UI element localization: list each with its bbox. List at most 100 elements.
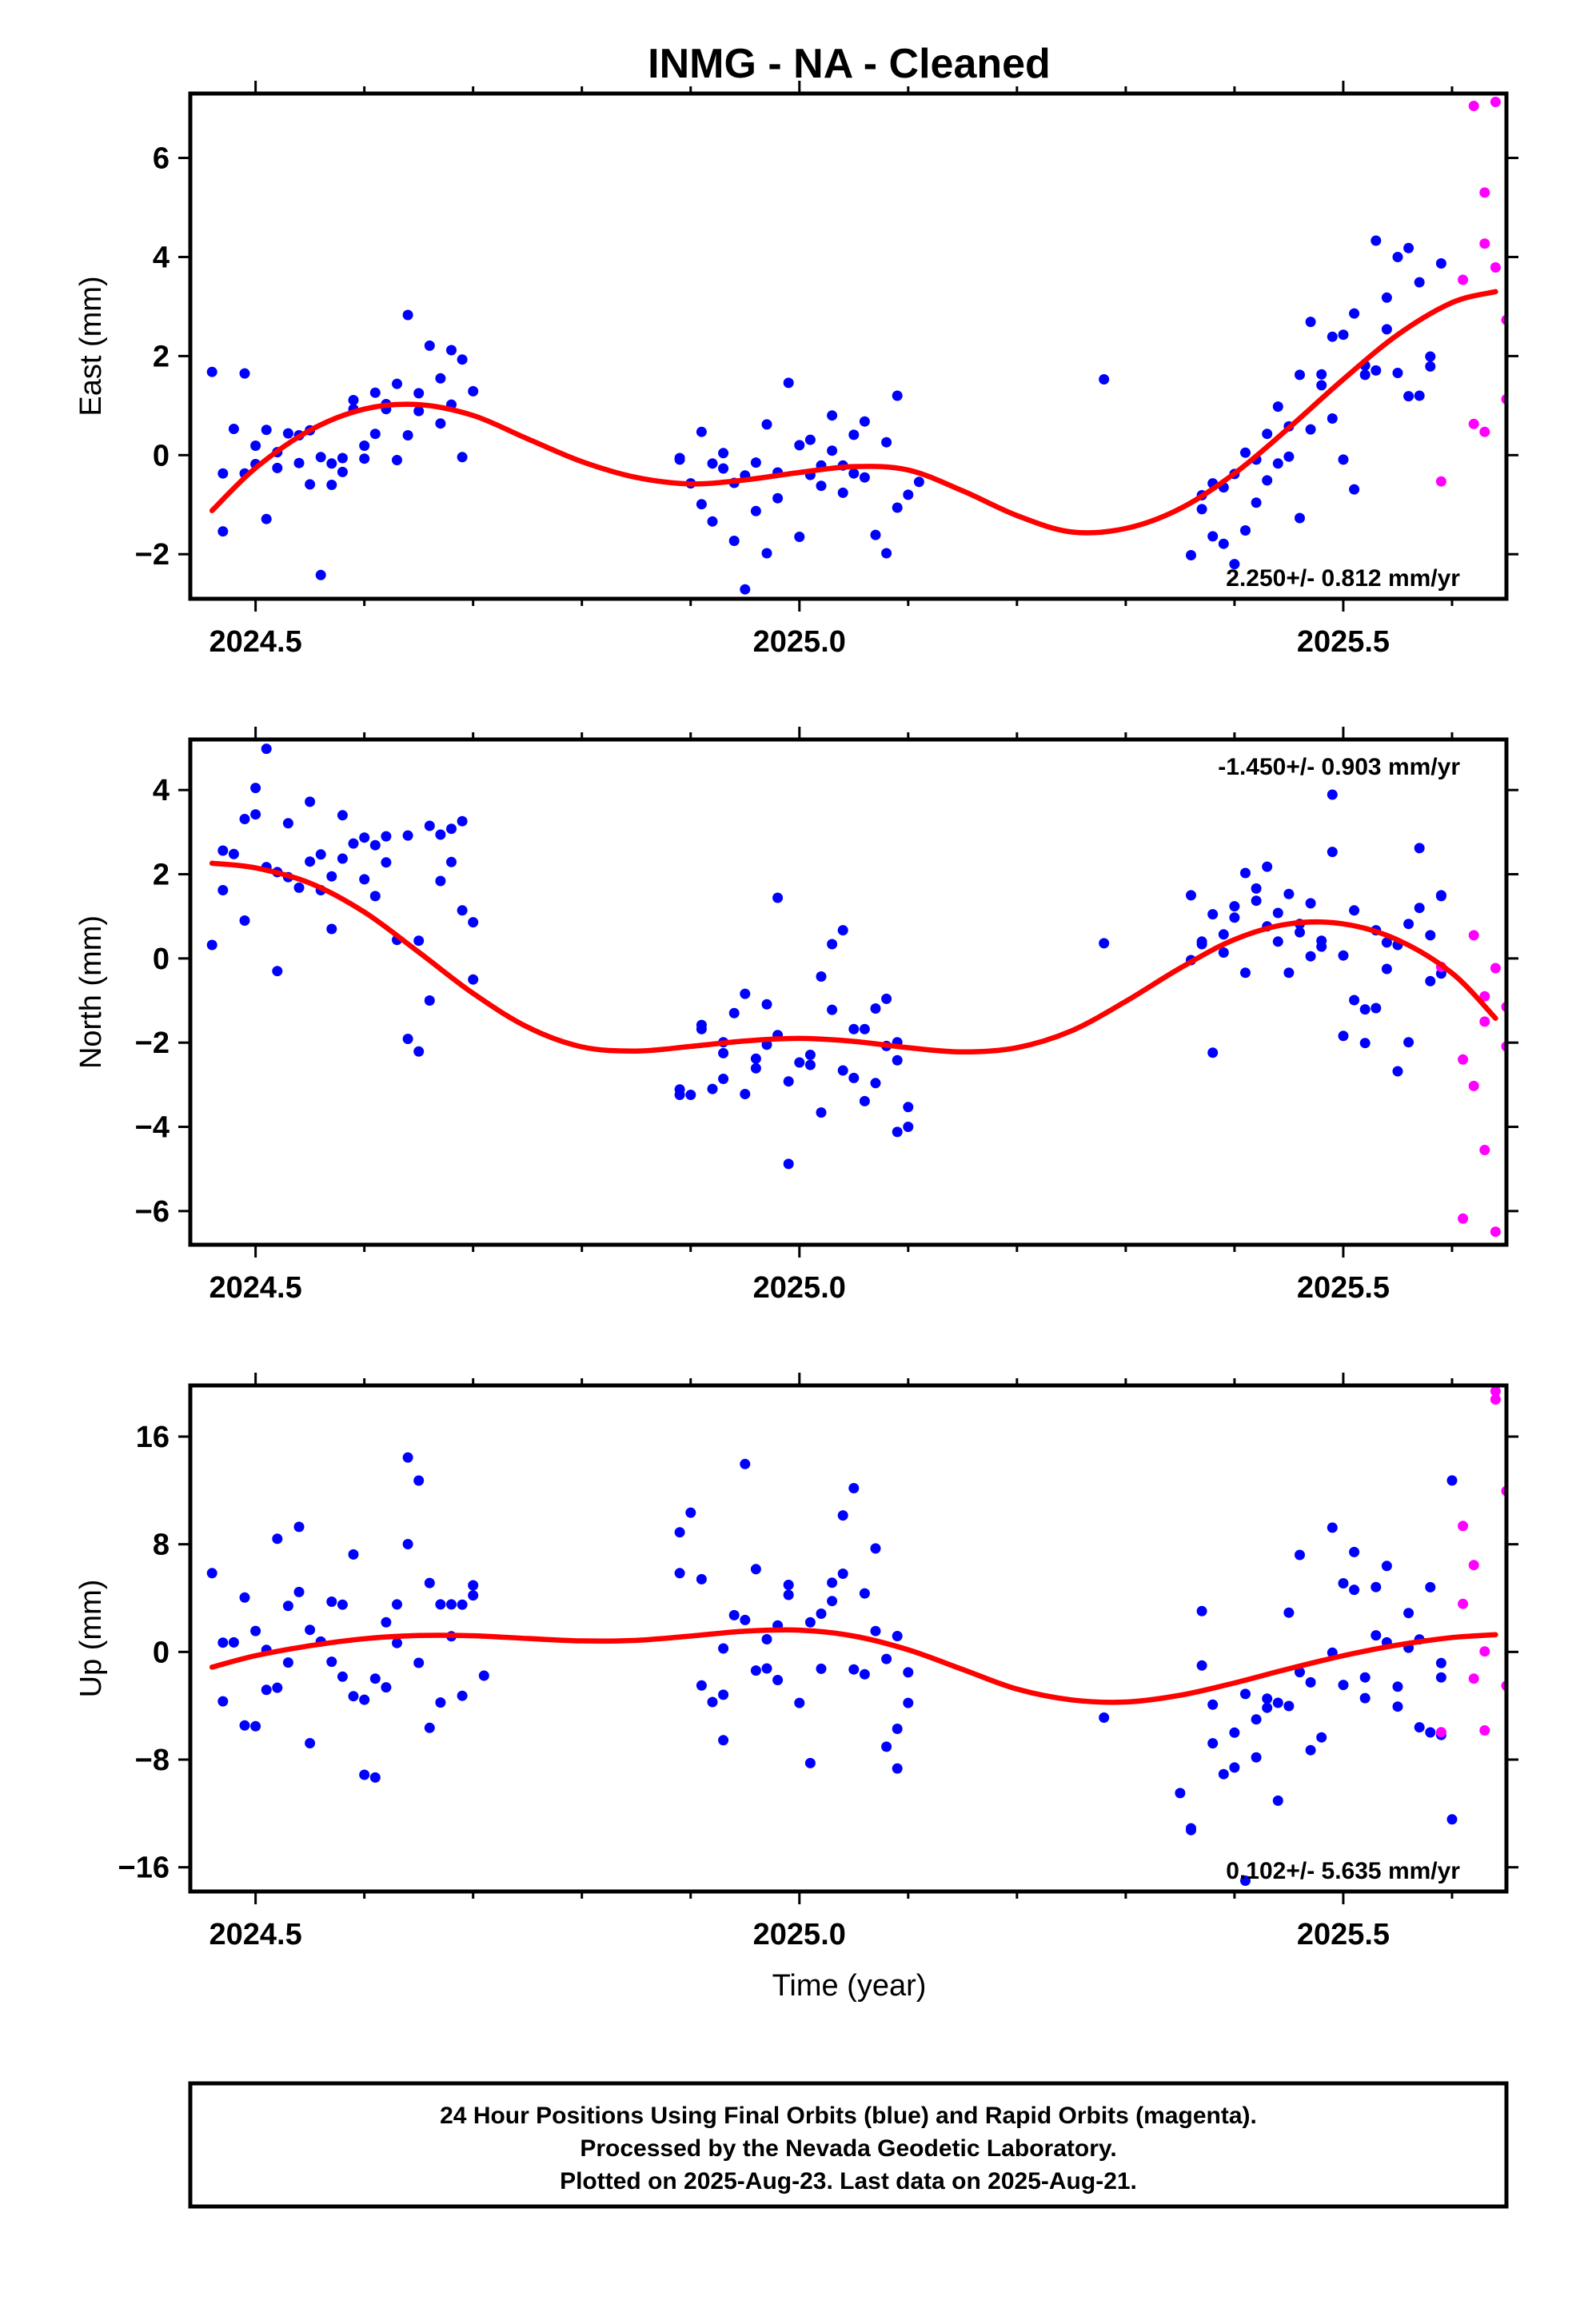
final-orbit-point <box>1392 252 1403 262</box>
y-tick-label: −16 <box>118 1852 170 1885</box>
trend-fit-line <box>209 1627 1498 1705</box>
final-orbit-point <box>1392 1681 1403 1692</box>
footer-line-3: Plotted on 2025-Aug-23. Last data on 202… <box>560 2168 1137 2194</box>
y-tick-label: −8 <box>135 1744 170 1777</box>
y-tick-label: 8 <box>153 1529 170 1562</box>
plot-area <box>206 1385 1522 1886</box>
final-orbit-point <box>239 1720 250 1731</box>
final-orbit-point <box>1196 1660 1207 1671</box>
final-orbit-point <box>1218 1768 1229 1780</box>
final-orbit-point <box>293 882 305 893</box>
final-orbit-point <box>804 1616 816 1628</box>
final-orbit-point <box>816 480 827 492</box>
final-orbit-point <box>848 1483 860 1493</box>
final-orbit-point <box>848 1023 860 1034</box>
final-orbit-point <box>707 516 718 527</box>
final-orbit-point <box>794 1057 805 1068</box>
final-orbit-point <box>740 1458 751 1469</box>
final-orbit-point <box>1349 1546 1360 1557</box>
final-orbit-point <box>1338 950 1349 961</box>
y-tick-label: 6 <box>153 142 170 176</box>
rapid-orbit-point <box>1490 963 1501 974</box>
final-orbit-point <box>468 385 479 397</box>
final-orbit-point <box>326 1656 337 1668</box>
rapid-orbit-point <box>1458 1054 1469 1065</box>
rapid-orbit-point <box>1479 238 1490 249</box>
final-orbit-point <box>1186 550 1196 560</box>
final-orbit-point <box>282 818 293 829</box>
y-tick-label: 4 <box>153 241 170 274</box>
final-orbit-point <box>424 340 435 351</box>
final-orbit-point <box>369 839 381 851</box>
final-orbit-point <box>315 569 326 580</box>
final-orbit-point <box>1371 1581 1382 1593</box>
final-orbit-point <box>1414 903 1425 914</box>
rapid-orbit-point <box>1468 930 1479 941</box>
final-orbit-point <box>903 489 914 500</box>
final-orbit-point <box>913 476 924 488</box>
final-orbit-point <box>1272 936 1283 947</box>
final-orbit-point <box>881 548 892 559</box>
final-orbit-point <box>326 1597 337 1607</box>
final-orbit-point <box>816 971 827 982</box>
final-orbit-point <box>1403 391 1414 402</box>
final-orbit-point <box>892 1126 903 1138</box>
final-orbit-point <box>848 1664 860 1675</box>
final-orbit-point <box>402 430 413 440</box>
final-orbit-point <box>1283 1607 1295 1618</box>
final-orbit-point <box>1295 369 1305 381</box>
rapid-orbit-point <box>1512 1730 1522 1740</box>
final-orbit-point <box>1283 888 1295 899</box>
y-tick-label: 2 <box>153 859 170 892</box>
y-tick-label: −2 <box>135 1026 170 1060</box>
final-orbit-point <box>892 390 903 401</box>
final-orbit-point <box>1099 1712 1110 1723</box>
final-orbit-point <box>1327 331 1338 342</box>
final-orbit-point <box>870 1078 881 1089</box>
rapid-orbit-series <box>1435 930 1506 1238</box>
final-orbit-point <box>337 810 348 821</box>
final-orbit-point <box>446 856 457 867</box>
final-orbit-point <box>848 468 860 479</box>
final-orbit-point <box>728 1007 740 1018</box>
final-orbit-point <box>674 454 685 465</box>
x-tick-label: 2025.5 <box>1297 1271 1390 1305</box>
final-orbit-point <box>435 1599 446 1610</box>
final-orbit-point <box>1229 1762 1240 1773</box>
final-orbit-point <box>892 1724 903 1734</box>
final-orbit-point <box>837 1569 848 1579</box>
final-orbit-point <box>381 1682 392 1693</box>
y-tick-label: −4 <box>135 1111 170 1145</box>
final-orbit-point <box>1295 512 1305 524</box>
final-orbit-series <box>206 1452 1458 1886</box>
final-orbit-point <box>696 1573 707 1585</box>
final-orbit-point <box>859 1023 870 1034</box>
final-orbit-point <box>392 455 402 465</box>
final-orbit-point <box>718 1643 729 1654</box>
final-orbit-point <box>696 499 707 510</box>
final-orbit-point <box>359 1694 370 1705</box>
final-orbit-point <box>413 1475 425 1486</box>
final-orbit-point <box>837 487 848 498</box>
final-orbit-point <box>1262 861 1273 872</box>
final-orbit-point <box>337 1671 348 1682</box>
final-orbit-point <box>740 1089 751 1099</box>
final-orbit-point <box>239 1592 250 1603</box>
footer-line-1: 24 Hour Positions Using Final Orbits (bl… <box>440 2103 1257 2129</box>
final-orbit-point <box>282 428 293 439</box>
final-orbit-point <box>217 468 229 479</box>
final-orbit-point <box>1425 1727 1436 1738</box>
panel-1: −2 0 2 4 6 2024.5 2025.0 2025.5 2.250+/- 0.812 m… <box>74 81 1518 659</box>
y-tick-label: 0 <box>153 1636 170 1669</box>
final-orbit-point <box>1425 975 1436 987</box>
final-orbit-point <box>1425 361 1436 372</box>
final-orbit-point <box>750 505 761 516</box>
final-orbit-point <box>848 1072 860 1083</box>
final-orbit-point <box>326 871 337 882</box>
final-orbit-point <box>1381 324 1392 335</box>
final-orbit-point <box>1295 1667 1305 1678</box>
final-orbit-point <box>348 838 359 849</box>
final-orbit-point <box>1327 1522 1338 1533</box>
final-orbit-point <box>1272 401 1283 413</box>
final-orbit-point <box>305 1738 316 1748</box>
